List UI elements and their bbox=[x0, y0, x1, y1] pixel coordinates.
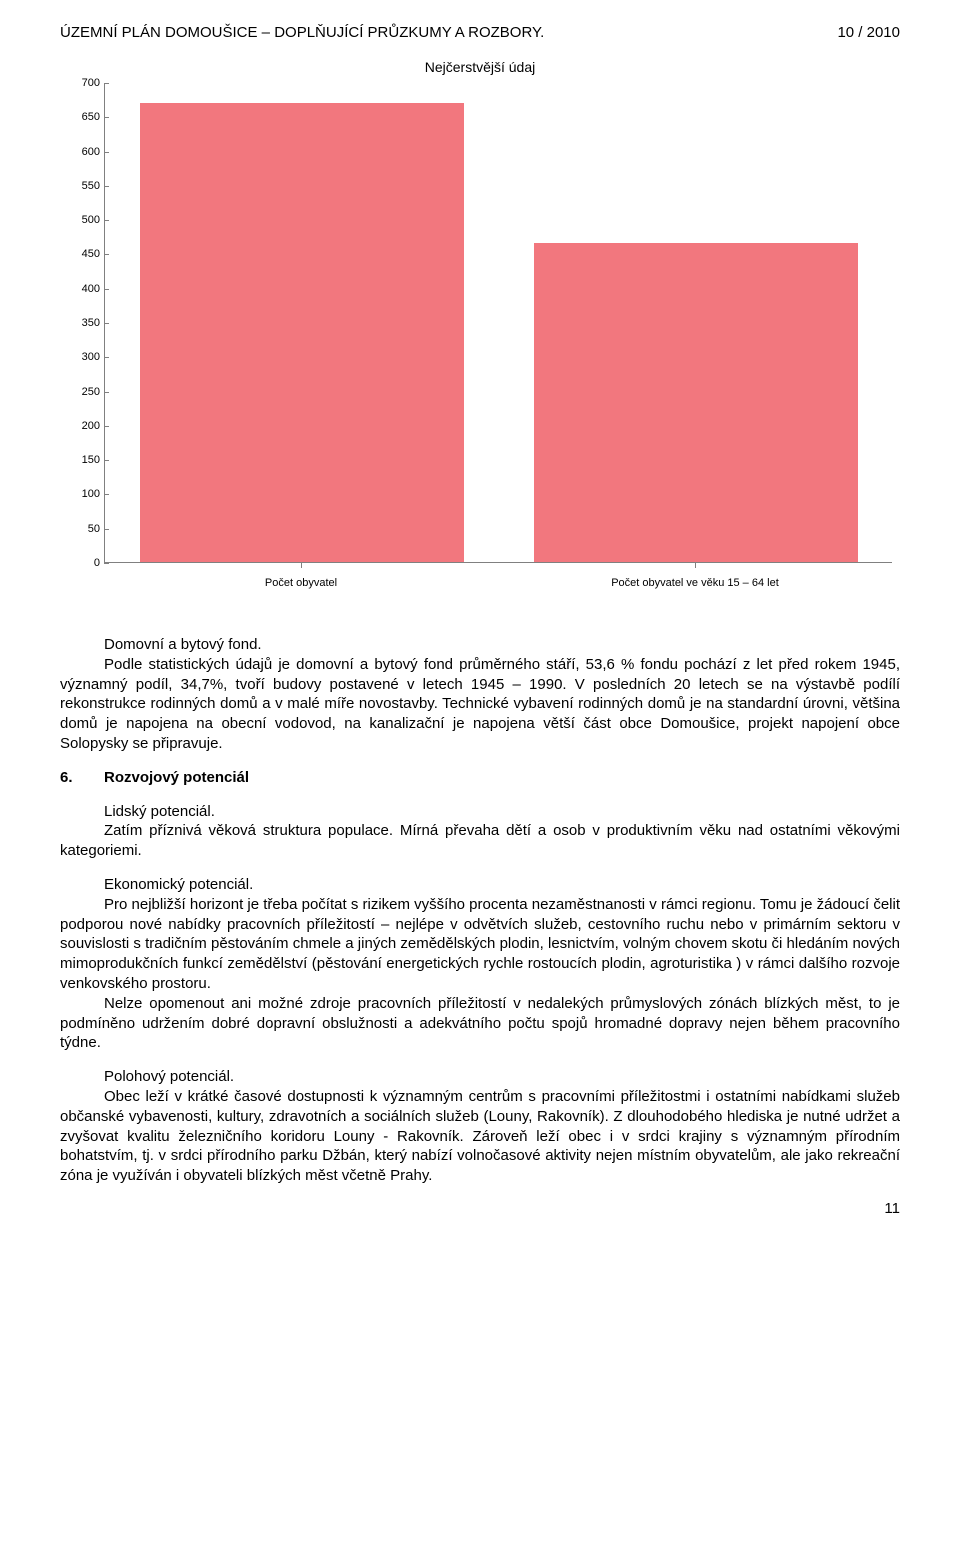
para-text: Zatím příznivá věková struktura populace… bbox=[60, 821, 900, 861]
chart-ytick-label: 700 bbox=[60, 77, 100, 89]
chart-ytick-label: 150 bbox=[60, 454, 100, 466]
para-lead: Polohový potenciál. bbox=[60, 1067, 900, 1087]
paragraph: Ekonomický potenciál. Pro nejbližší hori… bbox=[60, 875, 900, 1053]
chart-ytick-label: 50 bbox=[60, 523, 100, 535]
header-right: 10 / 2010 bbox=[837, 24, 900, 41]
chart-xlabel: Počet obyvatel bbox=[265, 577, 337, 589]
chart-ytick-mark bbox=[104, 426, 109, 427]
chart-ytick-mark bbox=[104, 529, 109, 530]
paragraph: Polohový potenciál. Obec leží v krátké č… bbox=[60, 1067, 900, 1186]
chart-ytick-label: 600 bbox=[60, 146, 100, 158]
section-title: Rozvojový potenciál bbox=[104, 768, 249, 788]
chart-ytick-mark bbox=[104, 83, 109, 84]
para-text: Nelze opomenout ani možné zdroje pracovn… bbox=[60, 994, 900, 1053]
chart-ytick-label: 650 bbox=[60, 111, 100, 123]
document-body: Domovní a bytový fond. Podle statistický… bbox=[60, 635, 900, 1186]
chart-xtick-mark bbox=[301, 563, 302, 568]
chart-xlabel: Počet obyvatel ve věku 15 – 64 let bbox=[611, 577, 779, 589]
chart-ytick-label: 500 bbox=[60, 214, 100, 226]
page-header: ÚZEMNÍ PLÁN DOMOUŠICE – DOPLŇUJÍCÍ PRŮZK… bbox=[60, 24, 900, 41]
chart-bar bbox=[534, 243, 857, 562]
chart-ytick-mark bbox=[104, 494, 109, 495]
para-text: Obec leží v krátké časové dostupnosti k … bbox=[60, 1087, 900, 1186]
chart-ytick-label: 350 bbox=[60, 317, 100, 329]
section-number: 6. bbox=[60, 768, 104, 788]
paragraph: Domovní a bytový fond. Podle statistický… bbox=[60, 635, 900, 754]
para-lead: Lidský potenciál. bbox=[60, 802, 900, 822]
chart-ytick-mark bbox=[104, 392, 109, 393]
para-lead: Ekonomický potenciál. bbox=[60, 875, 900, 895]
para-lead: Domovní a bytový fond. bbox=[60, 635, 900, 655]
chart-ytick-mark bbox=[104, 254, 109, 255]
chart-ytick-label: 300 bbox=[60, 351, 100, 363]
chart-bar bbox=[140, 103, 463, 562]
chart-ytick-mark bbox=[104, 220, 109, 221]
chart-ytick-label: 250 bbox=[60, 386, 100, 398]
para-text: Pro nejbližší horizont je třeba počítat … bbox=[60, 895, 900, 994]
chart-title: Nejčerstvější údaj bbox=[60, 59, 900, 75]
chart-ytick-label: 400 bbox=[60, 283, 100, 295]
chart-ytick-label: 550 bbox=[60, 180, 100, 192]
page-number: 11 bbox=[60, 1200, 900, 1217]
chart-ytick-label: 450 bbox=[60, 248, 100, 260]
chart-ytick-mark bbox=[104, 117, 109, 118]
paragraph: Lidský potenciál. Zatím příznivá věková … bbox=[60, 802, 900, 861]
chart-ytick-mark bbox=[104, 186, 109, 187]
chart-ytick-mark bbox=[104, 563, 109, 564]
chart-ytick-label: 200 bbox=[60, 420, 100, 432]
population-chart: Nejčerstvější údaj 0 50 100 150 200 250 300 350… bbox=[60, 59, 900, 603]
chart-ytick-mark bbox=[104, 357, 109, 358]
chart-ytick-mark bbox=[104, 289, 109, 290]
chart-ytick-mark bbox=[104, 460, 109, 461]
chart-plot-area bbox=[104, 83, 892, 563]
chart-ytick-label: 0 bbox=[60, 557, 100, 569]
section-heading: 6. Rozvojový potenciál bbox=[60, 768, 900, 788]
chart-canvas: 0501001502002503003504004505005506006507… bbox=[60, 83, 900, 603]
chart-xtick-mark bbox=[695, 563, 696, 568]
chart-ytick-label: 100 bbox=[60, 488, 100, 500]
chart-ytick-mark bbox=[104, 152, 109, 153]
chart-ytick-mark bbox=[104, 323, 109, 324]
para-text: Podle statistických údajů je domovní a b… bbox=[60, 655, 900, 754]
header-left: ÚZEMNÍ PLÁN DOMOUŠICE – DOPLŇUJÍCÍ PRŮZK… bbox=[60, 24, 544, 41]
